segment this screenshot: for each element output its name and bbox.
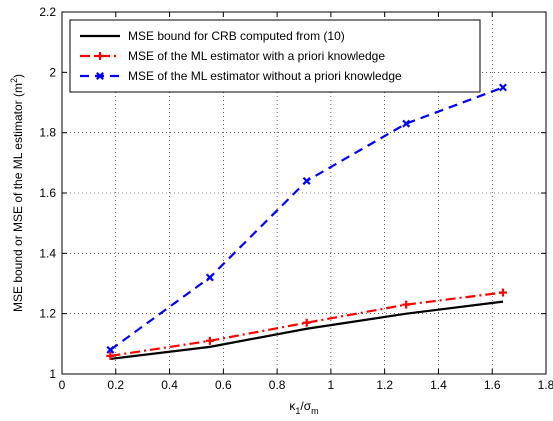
x-axis-label-sub1: 1 (295, 406, 300, 416)
x-tick-label: 0.4 (161, 378, 178, 392)
x-tick-label: 1.4 (430, 378, 447, 392)
data-point-series-2 (302, 318, 311, 327)
data-point-series-3 (106, 345, 115, 354)
data-point-series-2 (498, 288, 507, 297)
legend-entry: MSE bound for CRB computed from (10) (80, 29, 345, 43)
legend-label: MSE of the ML estimator without a priori… (128, 69, 402, 83)
y-tick-label: 2.2 (39, 5, 56, 19)
data-point-series-3 (402, 119, 411, 128)
x-tick-label: 0.6 (215, 378, 232, 392)
x-tick-label: 1.2 (376, 378, 393, 392)
y-axis-label-main: MSE bound or MSE of the ML estimator (m (11, 83, 25, 312)
axis-ticks: 0 0.2 0.4 0.6 0.8 1 1.2 1.4 1.6 1.8 1 1.2 1.4 1.6 1.8 2… (39, 5, 553, 392)
series-line-3 (109, 86, 504, 351)
y-tick-label: 1.8 (39, 126, 56, 140)
data-point-series-2 (205, 336, 214, 345)
data-point-series-2 (402, 300, 411, 309)
data-point-series-3 (302, 176, 311, 185)
data-series (106, 83, 507, 361)
y-axis-label: MSE bound or MSE of the ML estimator (m2… (9, 74, 25, 312)
legend-items: MSE bound for CRB computed from (10) MSE … (80, 29, 402, 83)
data-point-series-3 (205, 273, 214, 282)
legend-box (69, 19, 481, 93)
x-axis-label-slash: /σ (300, 399, 311, 413)
x-tick-label: 0.8 (269, 378, 286, 392)
series-line-1 (110, 300, 504, 361)
data-point-series-2 (106, 351, 115, 360)
data-point-series-3 (498, 83, 507, 92)
y-axis-label-close: ) (11, 74, 25, 78)
x-tick-label: 1.6 (484, 378, 501, 392)
y-tick-label: 1 (49, 367, 56, 381)
x-tick-label: 0 (59, 378, 66, 392)
y-tick-label: 1.6 (39, 186, 56, 200)
y-tick-label: 1.4 (39, 246, 56, 260)
x-axis-label-sub2: m (311, 406, 319, 416)
x-tick-label: 1.8 (538, 378, 553, 392)
x-tick-label: 1 (328, 378, 335, 392)
legend-marker-sample (96, 52, 104, 60)
legend-marker-sample (96, 72, 104, 80)
y-axis-label-sup: 2 (9, 78, 19, 83)
y-tick-label: 1.2 (39, 307, 56, 321)
y-tick-label: 2 (49, 65, 56, 79)
x-axis-label: κ1/σm (289, 399, 318, 416)
legend-label: MSE of the ML estimator with a priori kn… (128, 49, 385, 63)
series-line-2 (110, 291, 504, 357)
x-tick-label: 0.2 (107, 378, 124, 392)
legend-entry: MSE of the ML estimator without a priori… (80, 69, 402, 83)
x-axis-label-base: κ (289, 399, 296, 413)
chart-legend: MSE bound for CRB computed from (10) MSE … (69, 19, 481, 93)
legend-entry: MSE of the ML estimator with a priori kn… (80, 49, 385, 63)
legend-label: MSE bound for CRB computed from (10) (128, 29, 345, 43)
